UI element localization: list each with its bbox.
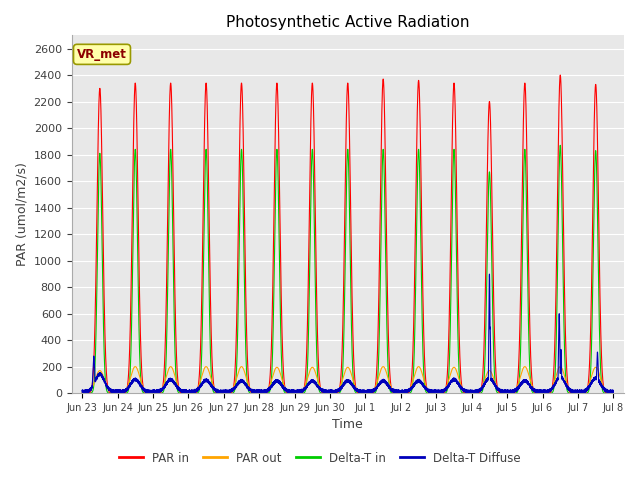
- Delta-T in: [421, 384, 429, 390]
- Delta-T Diffuse: [497, 389, 504, 395]
- PAR in: [192, 390, 200, 396]
- PAR out: [186, 390, 194, 396]
- PAR out: [277, 373, 285, 379]
- Legend: PAR in, PAR out, Delta-T in, Delta-T Diffuse: PAR in, PAR out, Delta-T in, Delta-T Dif…: [115, 447, 525, 469]
- Delta-T Diffuse: [277, 383, 285, 388]
- PAR in: [609, 390, 617, 396]
- Y-axis label: PAR (umol/m2/s): PAR (umol/m2/s): [15, 162, 28, 266]
- Delta-T in: [78, 390, 86, 396]
- PAR in: [421, 363, 429, 369]
- X-axis label: Time: Time: [332, 419, 363, 432]
- PAR out: [609, 390, 617, 396]
- Delta-T Diffuse: [421, 386, 429, 392]
- Delta-T Diffuse: [186, 389, 194, 395]
- Delta-T in: [607, 390, 615, 396]
- Title: Photosynthetic Active Radiation: Photosynthetic Active Radiation: [226, 15, 470, 30]
- PAR out: [78, 390, 86, 396]
- Delta-T in: [609, 390, 617, 396]
- PAR in: [186, 390, 194, 396]
- Delta-T Diffuse: [608, 389, 616, 395]
- PAR out: [421, 380, 429, 386]
- PAR out: [497, 389, 504, 395]
- Line: Delta-T Diffuse: Delta-T Diffuse: [82, 274, 613, 393]
- Line: PAR in: PAR in: [82, 75, 613, 393]
- PAR out: [131, 364, 139, 370]
- PAR in: [607, 390, 615, 396]
- Delta-T Diffuse: [609, 388, 617, 394]
- Delta-T Diffuse: [192, 389, 200, 395]
- Delta-T Diffuse: [575, 390, 582, 396]
- Delta-T in: [186, 390, 194, 396]
- PAR in: [497, 390, 504, 396]
- Line: Delta-T in: Delta-T in: [82, 145, 613, 393]
- Text: VR_met: VR_met: [77, 48, 127, 61]
- Delta-T Diffuse: [78, 389, 86, 395]
- PAR in: [556, 72, 564, 78]
- Delta-T in: [277, 339, 285, 345]
- Delta-T in: [192, 390, 200, 396]
- PAR in: [277, 280, 285, 286]
- Delta-T in: [556, 143, 564, 148]
- PAR out: [607, 390, 615, 396]
- PAR out: [192, 388, 200, 394]
- Line: PAR out: PAR out: [82, 367, 613, 393]
- Delta-T Diffuse: [486, 271, 493, 277]
- PAR in: [78, 390, 86, 396]
- Delta-T in: [497, 390, 504, 396]
